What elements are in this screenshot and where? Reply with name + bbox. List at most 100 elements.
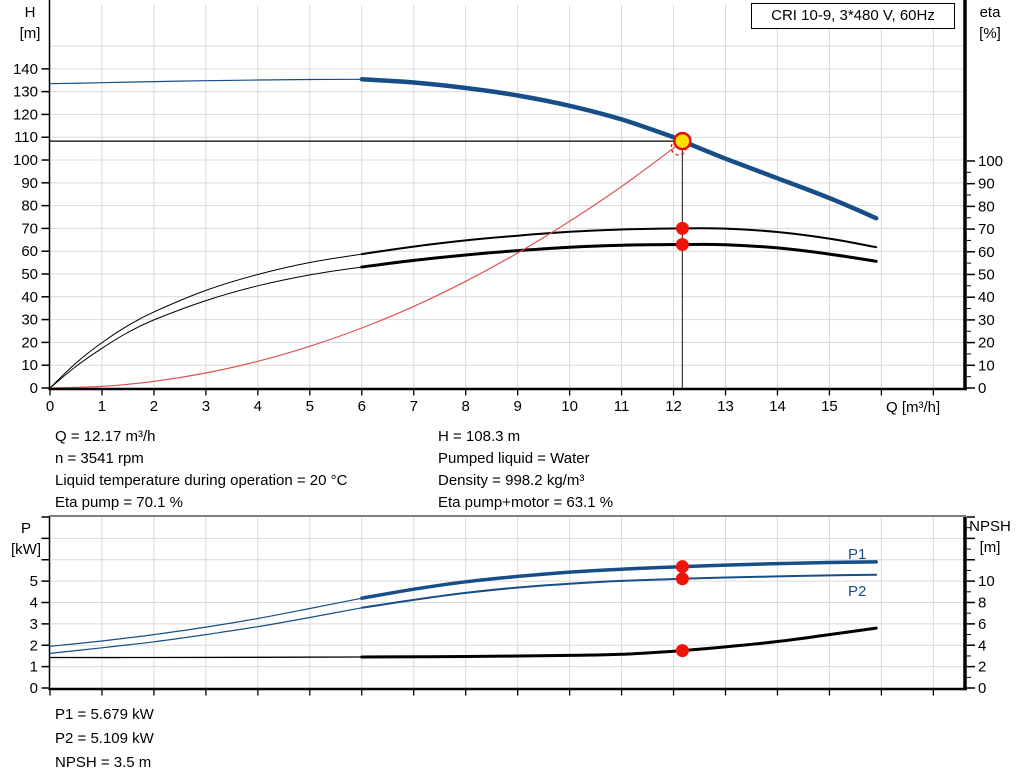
P-tick-label: 3 bbox=[30, 616, 38, 633]
eta-axis-title-line1: eta bbox=[979, 4, 1001, 21]
eta-tick-label: 40 bbox=[978, 289, 995, 306]
H-tick-label: 130 bbox=[13, 84, 38, 101]
info-pumped-liquid: Pumped liquid = Water bbox=[438, 450, 590, 467]
info-eta-pump: Eta pump = 70.1 % bbox=[55, 494, 183, 511]
eta-tick-label: 60 bbox=[978, 244, 995, 261]
x-tick-label: 15 bbox=[821, 398, 838, 415]
eta-tick-label: 90 bbox=[978, 176, 995, 193]
x-tick-label: 5 bbox=[306, 398, 314, 415]
pump-title: CRI 10-9, 3*480 V, 60Hz bbox=[771, 7, 935, 24]
npsh-axis-title-line1: NPSH bbox=[969, 518, 1011, 535]
series-head-curve-thick bbox=[359, 77, 879, 221]
NPSH-tick-label: 2 bbox=[978, 659, 986, 676]
info-q: Q = 12.17 m³/h bbox=[55, 428, 156, 445]
info-p1: P1 = 5.679 kW bbox=[55, 706, 154, 723]
info-block-bottom: P1 = 5.679 kW P2 = 5.109 kW NPSH = 3.5 m bbox=[55, 703, 154, 775]
series-NPSH-curve-thick bbox=[360, 626, 878, 659]
x-tick-label: 13 bbox=[717, 398, 734, 415]
duty-point-marker[interactable] bbox=[673, 131, 692, 151]
eta-tick-label: 80 bbox=[978, 198, 995, 215]
x-tick-label: 4 bbox=[254, 398, 262, 415]
P-tick-label: 5 bbox=[30, 573, 38, 590]
P-tick-label: 0 bbox=[30, 680, 38, 697]
q-axis-title: Q [m³/h] bbox=[886, 399, 941, 416]
H-tick-label: 20 bbox=[21, 334, 38, 351]
h-axis-title-line2: [m] bbox=[19, 25, 41, 42]
series-eta-pump-thick bbox=[360, 227, 878, 256]
P-tick-label: 2 bbox=[30, 637, 38, 654]
P-tick-label: 4 bbox=[30, 595, 38, 612]
x-tick-label: 9 bbox=[513, 398, 521, 415]
H-tick-label: 40 bbox=[21, 289, 38, 306]
H-tick-label: 10 bbox=[21, 357, 38, 374]
info-head: H = 108.3 m bbox=[438, 428, 521, 445]
p-axis-title-line1: P bbox=[20, 520, 31, 537]
H-tick-label: 140 bbox=[13, 61, 38, 78]
series-head-curve-thin bbox=[49, 78, 363, 85]
eta-tick-label: 20 bbox=[978, 335, 995, 352]
operating-dot bbox=[675, 560, 689, 574]
power-npsh-chart[interactable]: 0 1 2 3 4 5 0 2 4 6 8 10 bbox=[30, 515, 995, 697]
info-liquid-temperature: Liquid temperature during operation = 20… bbox=[55, 472, 348, 489]
eta-tick-label: 50 bbox=[978, 266, 995, 283]
eta-tick-label: 10 bbox=[978, 357, 995, 374]
info-speed: n = 3541 rpm bbox=[55, 450, 144, 467]
h-axis-title: H [m] bbox=[8, 2, 52, 44]
x-tick-label: 10 bbox=[561, 398, 578, 415]
x-tick-label: 11 bbox=[614, 398, 630, 415]
series-system-curve-thin bbox=[49, 140, 683, 389]
H-tick-label: 100 bbox=[13, 152, 38, 169]
x-tick-label: 12 bbox=[665, 398, 682, 415]
series-P1-curve-thick bbox=[360, 560, 878, 600]
H-tick-label: 60 bbox=[21, 243, 38, 260]
series-P1-curve-thin bbox=[49, 597, 363, 647]
H-tick-label: 0 bbox=[30, 380, 38, 397]
operating-dot bbox=[675, 238, 689, 252]
x-tick-label: 14 bbox=[769, 398, 786, 415]
info-eta-pump-motor: Eta pump+motor = 63.1 % bbox=[438, 494, 614, 511]
operating-dot bbox=[675, 644, 689, 658]
eta-axis-title: eta [%] bbox=[966, 2, 1014, 44]
pump-title-box: CRI 10-9, 3*480 V, 60Hz bbox=[751, 3, 955, 29]
info-block-left: Q = 12.17 m³/h n = 3541 rpm Liquid tempe… bbox=[55, 426, 347, 514]
H-tick-label: 30 bbox=[21, 312, 38, 329]
series-eta-pump-thin bbox=[49, 253, 363, 389]
H-tick-label: 70 bbox=[21, 220, 38, 237]
info-density: Density = 998.2 kg/m³ bbox=[438, 472, 585, 489]
H-tick-label: 120 bbox=[13, 106, 38, 123]
x-tick-label: 3 bbox=[202, 398, 210, 415]
npsh-axis-title-line2: [m] bbox=[979, 539, 1001, 556]
p1-curve-label: P1 bbox=[848, 546, 867, 563]
x-tick-label: 7 bbox=[410, 398, 418, 415]
NPSH-tick-label: 6 bbox=[978, 616, 986, 633]
series-eta-pump-motor-thin bbox=[49, 266, 363, 389]
eta-axis-title-line2: [%] bbox=[979, 25, 1001, 42]
p-axis-title: P [kW] bbox=[4, 518, 48, 560]
x-tick-label: 8 bbox=[462, 398, 470, 415]
info-npsh: NPSH = 3.5 m bbox=[55, 754, 152, 771]
H-tick-label: 50 bbox=[21, 266, 38, 283]
info-block-right: H = 108.3 m Pumped liquid = Water Densit… bbox=[438, 426, 613, 514]
series-P2-curve-thick bbox=[360, 573, 878, 609]
x-tick-label: 2 bbox=[150, 398, 158, 415]
H-tick-label: 90 bbox=[21, 175, 38, 192]
series-P2-curve-thin bbox=[49, 607, 363, 654]
operating-dot bbox=[675, 572, 689, 586]
x-tick-label: 0 bbox=[46, 398, 54, 415]
eta-tick-label: 30 bbox=[978, 312, 995, 329]
H-tick-label: 80 bbox=[21, 198, 38, 215]
H-tick-label: 110 bbox=[14, 129, 38, 146]
eta-tick-label: 100 bbox=[978, 153, 1003, 170]
npsh-axis-title: NPSH [m] bbox=[960, 516, 1020, 558]
eta-tick-label: 0 bbox=[978, 380, 986, 397]
info-p2: P2 = 5.109 kW bbox=[55, 730, 154, 747]
p-axis-title-line2: [kW] bbox=[11, 541, 41, 558]
p2-curve-label: P2 bbox=[848, 583, 867, 600]
x-tick-label: 1 bbox=[98, 398, 106, 415]
series-NPSH-curve-thin bbox=[49, 656, 363, 659]
eta-tick-label: 70 bbox=[978, 221, 995, 238]
head-eta-chart[interactable]: 0 1 2 3 4 5 6 7 8 9 10 11 12 13 14 15010203040506070809… bbox=[13, 0, 1003, 415]
NPSH-tick-label: 8 bbox=[978, 595, 986, 612]
